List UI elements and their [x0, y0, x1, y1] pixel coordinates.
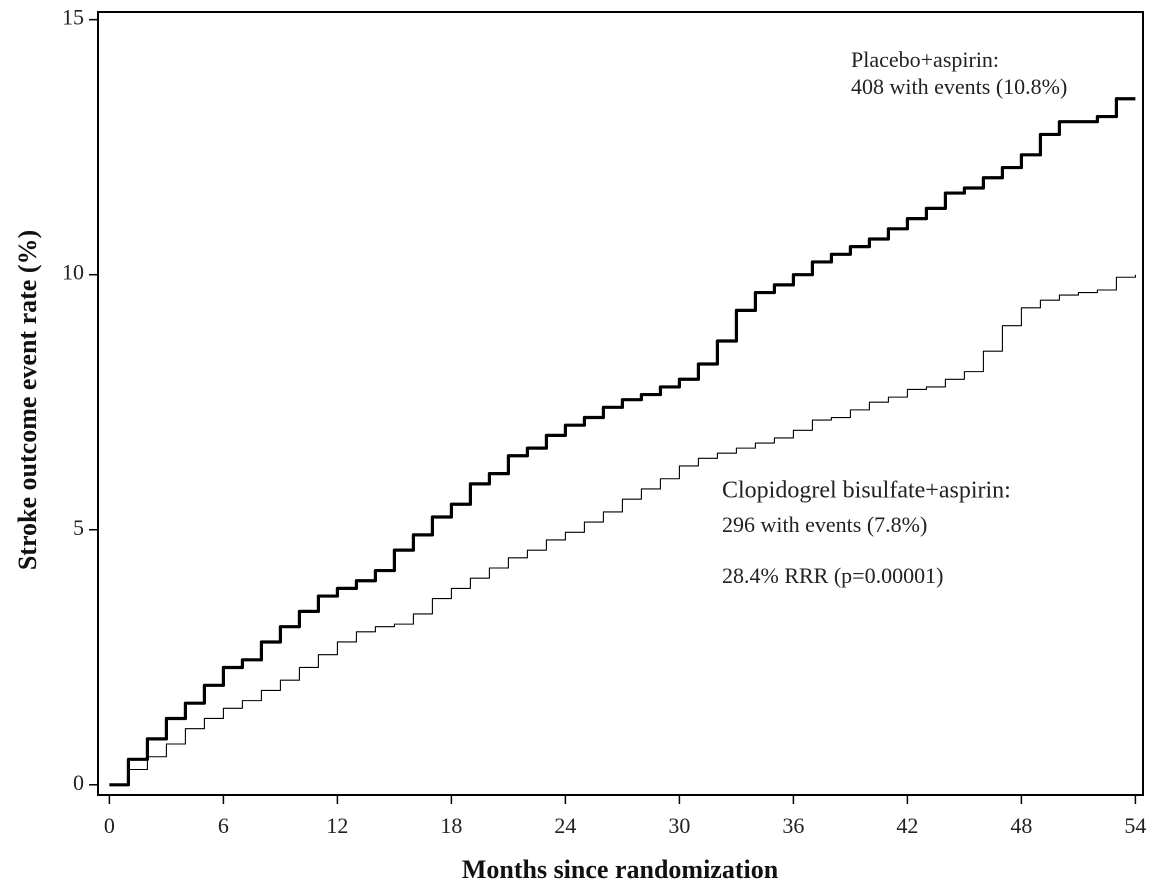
- x-tick-label: 18: [440, 813, 462, 838]
- data-line: [109, 274, 1136, 786]
- annotation: Placebo+aspirin:: [851, 47, 999, 72]
- x-tick-label: 24: [554, 813, 576, 838]
- y-tick-label: 0: [73, 770, 84, 795]
- x-tick-label: 0: [104, 813, 115, 838]
- annotation: 296 with events (7.8%): [722, 512, 927, 537]
- y-tick-label: 5: [73, 515, 84, 540]
- y-axis-label: Stroke outcome event rate (%): [13, 230, 42, 570]
- x-tick-label: 54: [1124, 813, 1146, 838]
- data-line: [109, 97, 1136, 787]
- plot-frame: [97, 11, 1144, 796]
- x-tick-label: 42: [896, 813, 918, 838]
- x-tick-label: 12: [326, 813, 348, 838]
- x-tick-label: 6: [218, 813, 229, 838]
- y-tick-label: 15: [62, 5, 84, 30]
- annotation: 28.4% RRR (p=0.00001): [722, 563, 943, 588]
- x-tick-label: 48: [1010, 813, 1032, 838]
- x-axis-label: Months since randomization: [462, 855, 779, 884]
- annotation: Clopidogrel bisulfate+aspirin:: [722, 478, 1011, 504]
- x-tick-label: 36: [782, 813, 804, 838]
- x-tick-label: 30: [668, 813, 690, 838]
- y-tick-label: 10: [62, 260, 84, 285]
- annotation: 408 with events (10.8%): [851, 74, 1067, 99]
